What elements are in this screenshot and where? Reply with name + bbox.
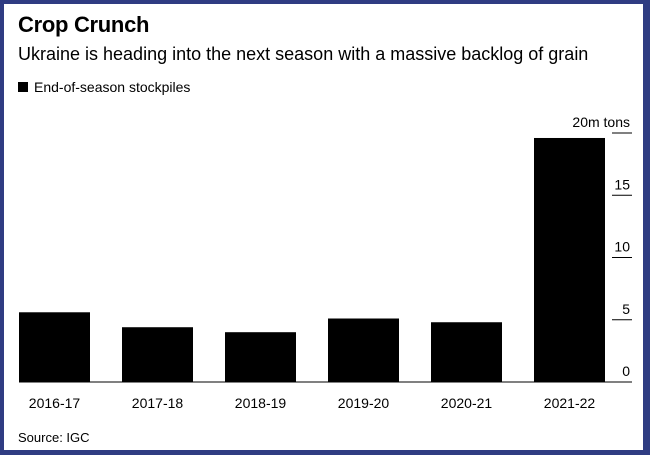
source-note: Source: IGC (18, 430, 90, 445)
y-tick-label: 5 (622, 301, 630, 317)
bar-2021-22 (534, 137, 605, 382)
x-tick-label: 2019-20 (338, 395, 390, 411)
chart-subtitle: Ukraine is heading into the next season … (18, 44, 589, 64)
x-tick-label: 2021-22 (544, 395, 596, 411)
bar-2016-17 (19, 312, 90, 382)
y-tick-label: 20m tons (572, 114, 630, 130)
x-tick-label: 2018-19 (235, 395, 287, 411)
y-tick-label: 10 (614, 239, 630, 255)
x-tick-label: 2020-21 (441, 395, 493, 411)
legend: End-of-season stockpiles (18, 79, 190, 95)
bar-2019-20 (328, 318, 399, 382)
y-tick-label: 15 (614, 176, 630, 192)
y-tick-label: 0 (622, 363, 630, 379)
legend-swatch (18, 82, 28, 92)
bar-2017-18 (122, 327, 193, 382)
bar-2018-19 (225, 332, 296, 382)
chart-title: Crop Crunch (18, 12, 150, 37)
legend-label: End-of-season stockpiles (34, 79, 191, 95)
x-tick-label: 2016-17 (29, 395, 81, 411)
x-tick-label: 2017-18 (132, 395, 184, 411)
bar-2020-21 (431, 322, 502, 382)
